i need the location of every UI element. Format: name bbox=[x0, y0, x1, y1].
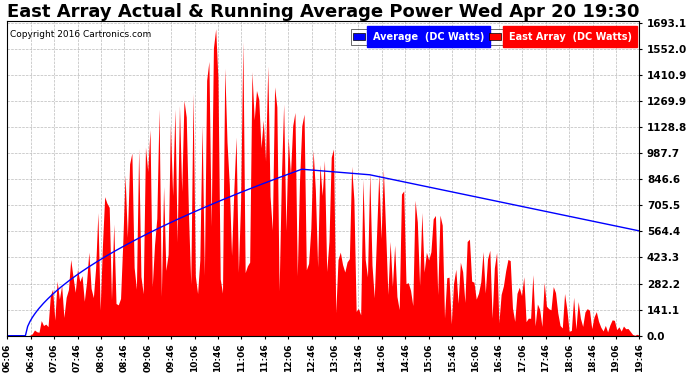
Title: East Array Actual & Running Average Power Wed Apr 20 19:30: East Array Actual & Running Average Powe… bbox=[7, 3, 640, 21]
Legend: Average  (DC Watts), East Array  (DC Watts): Average (DC Watts), East Array (DC Watts… bbox=[351, 29, 635, 45]
Text: Copyright 2016 Cartronics.com: Copyright 2016 Cartronics.com bbox=[10, 30, 152, 39]
